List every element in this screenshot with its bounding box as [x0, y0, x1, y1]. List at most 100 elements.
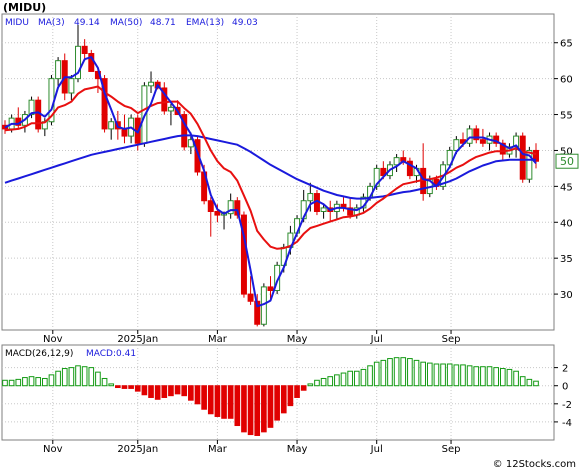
- macd-bar: [300, 385, 307, 391]
- macd-bar: [294, 385, 300, 398]
- y-tick-label: 0: [562, 382, 568, 393]
- y-tick-label: 60: [560, 75, 573, 86]
- macd-bar: [486, 366, 493, 387]
- candle: [267, 276, 274, 302]
- macd-bar: [400, 357, 407, 387]
- macd-bar: [499, 368, 506, 387]
- macd-bar: [314, 379, 320, 387]
- macd-bar: [513, 370, 519, 387]
- price-legend: MIDU MA(3) 49.14 MA(50) 48.71 EMA(13) 49…: [5, 18, 258, 28]
- macd-bar: [121, 385, 128, 389]
- macd-bar: [134, 385, 141, 392]
- macd-y-axis: -4 -2 0 2: [554, 364, 572, 429]
- macd-bar: [254, 385, 261, 436]
- candle-body: [75, 45, 82, 80]
- candle-body: [101, 78, 108, 130]
- macd-bar: [68, 367, 75, 387]
- x-tick-label: May: [287, 334, 308, 345]
- macd-bar: [307, 383, 314, 387]
- legend-ma3-label: MA(3): [38, 18, 65, 28]
- macd-bar: [480, 366, 486, 387]
- x-tick-label: May: [287, 444, 308, 455]
- macd-bar: [446, 363, 453, 387]
- candle: [393, 154, 400, 172]
- candle-body: [267, 286, 274, 291]
- candle: [473, 125, 480, 144]
- macd-bar: [373, 361, 380, 387]
- candle: [181, 110, 188, 151]
- candle-body: [227, 200, 234, 215]
- macd-bar: [115, 385, 121, 389]
- macd-bar: [353, 370, 360, 387]
- macd-bar: [267, 385, 274, 428]
- y-tick-label: -4: [562, 418, 572, 429]
- macd-bar: [221, 385, 227, 419]
- last-price-label: 50: [560, 155, 574, 168]
- candle-body: [466, 128, 473, 144]
- candle: [406, 157, 413, 180]
- macd-bar: [2, 379, 8, 387]
- x-tick-label: Mar: [208, 444, 228, 455]
- candle-body: [234, 200, 241, 216]
- macd-bar: [526, 378, 533, 387]
- x-tick-label: Nov: [43, 334, 63, 345]
- y-tick-label: 65: [560, 39, 573, 50]
- macd-bar: [460, 364, 466, 387]
- macd-bar: [101, 377, 108, 387]
- candle-body: [479, 139, 486, 144]
- macd-bar: [473, 366, 480, 387]
- macd-value: MACD:0.41: [86, 349, 136, 359]
- price-y-axis: 30 35 40 45 50 55 60 65 50: [554, 39, 579, 301]
- macd-bar: [81, 366, 88, 387]
- macd-bar: [466, 365, 473, 387]
- macd-bar: [241, 385, 247, 433]
- y-tick-label: -2: [562, 400, 572, 411]
- macd-bar: [55, 370, 61, 387]
- watermark: © 12Stocks.com: [493, 459, 576, 470]
- macd-bar: [367, 365, 373, 387]
- candle-body: [81, 45, 88, 54]
- candle-body: [68, 78, 75, 94]
- macd-bar: [42, 377, 48, 387]
- legend-ma3-value: 49.14: [74, 18, 100, 28]
- macd-bar: [426, 362, 433, 387]
- legend-ticker: MIDU: [5, 18, 29, 28]
- candle-body: [473, 128, 480, 141]
- macd-bar: [194, 385, 201, 405]
- candle-body: [148, 81, 155, 87]
- candle-body: [167, 106, 174, 112]
- candle: [68, 75, 75, 101]
- macd-bar: [154, 385, 161, 400]
- macd-bar: [280, 385, 287, 414]
- candle-body: [28, 99, 35, 116]
- ma3-line: [4, 56, 537, 308]
- price-marks: [2, 24, 539, 327]
- macd-bar: [453, 364, 460, 387]
- macd-bar: [161, 385, 168, 398]
- candle-body: [161, 87, 168, 112]
- candle-body: [121, 128, 128, 137]
- macd-bar: [320, 377, 327, 387]
- macd-bar: [393, 357, 400, 387]
- y-tick-label: 35: [560, 254, 573, 265]
- legend-ma50-label: MA(50): [110, 18, 142, 28]
- symbol-label: (MIDU): [3, 1, 46, 14]
- candle: [207, 197, 214, 237]
- macd-bar: [141, 385, 148, 396]
- macd-bar: [174, 385, 181, 395]
- candle: [101, 75, 108, 133]
- y-tick-label: 2: [562, 364, 568, 375]
- macd-bar: [108, 383, 115, 387]
- macd-bar: [201, 385, 207, 410]
- candle: [227, 193, 234, 219]
- y-tick-label: 55: [560, 111, 573, 122]
- candle: [194, 136, 201, 176]
- candle: [519, 132, 526, 183]
- macd-bar: [440, 363, 446, 387]
- candle-body: [347, 207, 354, 216]
- candle: [247, 276, 254, 305]
- candle-body: [181, 114, 188, 148]
- candle: [148, 71, 155, 93]
- macd-bar: [261, 385, 267, 433]
